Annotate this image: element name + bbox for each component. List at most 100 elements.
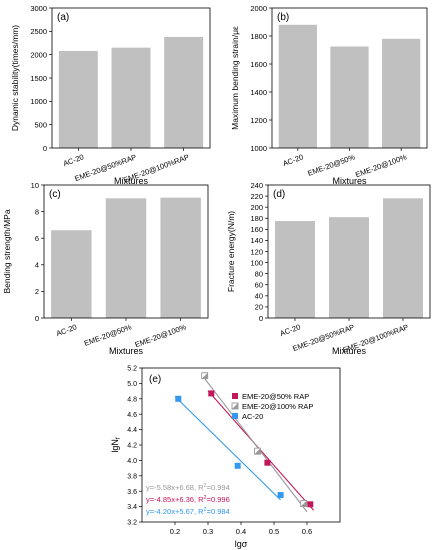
panel-label: (b) <box>277 12 289 23</box>
x-axis-title: Mixtures <box>109 346 144 356</box>
y-tick-label: 3.8 <box>127 473 137 480</box>
y-tick-label: 3000 <box>30 4 47 13</box>
x-axis-title: lgσ <box>235 539 248 549</box>
bar-2 <box>330 46 369 148</box>
bar-2 <box>329 217 369 318</box>
y-tick-label: 2000 <box>250 4 267 13</box>
data-point-s1-2 <box>264 459 271 466</box>
scatter-chart-panel-5: 3.2 3.4 3.6 3.8 4.0 4.2 4.4 4.6 4.8 5.0 5.2 0.2 0.3 0… <box>110 366 341 549</box>
y-tick-label: 220 <box>250 192 263 201</box>
y-tick-label: 10 <box>31 181 39 190</box>
y-tick-label: 120 <box>250 247 263 256</box>
x-category-label: AC-20 <box>279 322 302 338</box>
y-tick-label: 1200 <box>250 116 267 125</box>
y-tick-label: 2500 <box>30 27 47 36</box>
y-tick-label: 40 <box>255 292 263 301</box>
y-tick-label: 60 <box>255 281 263 290</box>
y-tick-label: 1500 <box>30 74 47 83</box>
y-tick-label: 0 <box>35 314 39 323</box>
y-tick-label: 1600 <box>250 60 267 69</box>
y-tick-label: 4.8 <box>127 396 137 403</box>
legend-label: EME-20@50% RAP <box>242 392 309 401</box>
y-tick-label: 240 <box>250 181 263 190</box>
x-axis-title: Mixtures <box>332 346 367 356</box>
y-tick-label: 140 <box>250 236 263 245</box>
y-tick-label: 4.2 <box>127 443 137 450</box>
y-tick-label: 6 <box>35 234 39 243</box>
data-point-s3-3 <box>277 492 284 499</box>
y-tick-label: 2 <box>35 287 39 296</box>
y-tick-label: 3.2 <box>127 520 137 527</box>
y-axis-title-main: lgN <box>110 439 120 453</box>
data-point-s2-2-fill <box>254 448 261 455</box>
legend-marker-fill <box>232 403 238 409</box>
equation-r2: =0.994 <box>207 483 230 492</box>
fit-equation: y=-5.58x+6.68, R2=0.994 <box>146 483 230 492</box>
y-tick-label: 5.0 <box>127 381 137 388</box>
y-tick-label: 4.0 <box>127 458 137 465</box>
y-tick-label: 500 <box>34 120 47 129</box>
x-tick-label: 0.3 <box>203 527 213 536</box>
bar-1 <box>275 221 315 318</box>
data-point-s1-3 <box>307 501 314 508</box>
bar-1 <box>278 24 317 148</box>
x-tick-label: 0.2 <box>170 527 180 536</box>
bar-2 <box>111 47 151 148</box>
data-point-s2-3-fill <box>300 500 307 507</box>
x-category-label: AC-20 <box>281 152 304 168</box>
bar-3 <box>160 197 201 318</box>
x-category-label: EME-20@50% <box>306 152 356 178</box>
y-tick-label: 4.4 <box>127 427 137 434</box>
fit-equation: y=-4.20x+5.67, R2=0.984 <box>146 507 230 516</box>
y-tick-label: 4.6 <box>127 412 137 419</box>
panel-label: (a) <box>57 12 69 23</box>
equation-r2: =0.984 <box>207 507 230 516</box>
equation-main: y=-4.20x+5.67, R <box>146 507 204 516</box>
data-point-s3-2 <box>234 462 241 469</box>
x-category-label: EME-20@50% <box>83 322 133 348</box>
panel-label: (d) <box>273 189 285 200</box>
x-category-label: AC-20 <box>55 322 78 338</box>
y-tick-label: 4 <box>35 261 39 270</box>
y-axis-title: Bending strength/MPa <box>2 209 12 293</box>
fit-line-2 <box>200 374 308 513</box>
y-tick-label: 0 <box>259 314 263 323</box>
y-tick-label: 1400 <box>250 88 267 97</box>
y-axis-title-subscript: f <box>115 437 122 439</box>
y-tick-label: 1000 <box>30 97 47 106</box>
legend-marker <box>232 413 238 419</box>
y-tick-label: 100 <box>250 258 263 267</box>
y-axis-title: Dynamic stability(times/mm) <box>10 25 20 131</box>
y-axis-title: Maximum bending strain/με <box>230 26 240 130</box>
y-tick-label: 20 <box>255 303 263 312</box>
bar-chart-panel-4: 020406080100120140160180200220240AC-20EM… <box>226 181 431 356</box>
bar-1 <box>58 50 98 148</box>
y-tick-label: 3.4 <box>127 504 137 511</box>
bar-chart-panel-1: 050010001500200025003000AC-20EME-20@50%R… <box>10 4 211 186</box>
x-tick-label: 0.5 <box>269 527 279 536</box>
data-point-s3-1 <box>175 395 182 402</box>
x-tick-label: 0.4 <box>236 527 246 536</box>
y-tick-label: 3.6 <box>127 489 137 496</box>
x-tick-label: 0.6 <box>302 527 312 536</box>
fit-line-3 <box>174 396 281 501</box>
y-tick-label: 1000 <box>250 144 267 153</box>
y-tick-label: 8 <box>35 207 39 216</box>
bar-2 <box>105 198 147 318</box>
data-point-s2-1-fill <box>201 372 208 379</box>
panel-label: (e) <box>149 374 161 385</box>
equation-superscript: 2 <box>204 507 207 513</box>
y-tick-label: 2000 <box>30 50 47 59</box>
y-tick-label: 180 <box>250 214 263 223</box>
x-category-label: AC-20 <box>62 152 85 168</box>
x-axis-title: Mixtures <box>332 176 367 186</box>
equation-main: y=-5.58x+6.68, R <box>146 483 204 492</box>
legend-label: EME-20@100% RAP <box>242 402 313 411</box>
y-axis-title: Fracture energy(N/m) <box>226 211 236 292</box>
legend-marker <box>232 393 238 399</box>
bar-3 <box>382 38 421 148</box>
data-point-s1-1 <box>208 390 215 397</box>
